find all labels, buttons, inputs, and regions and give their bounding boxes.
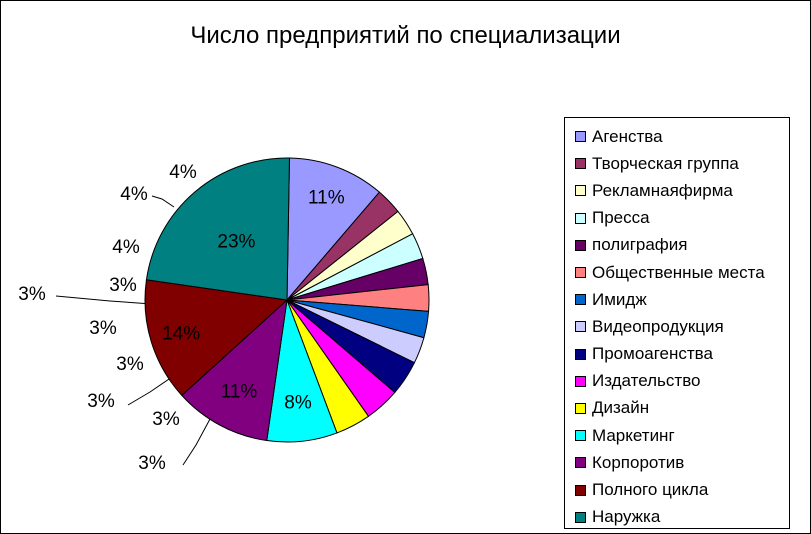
data-label: 23%	[217, 232, 255, 253]
legend-swatch	[575, 131, 586, 143]
pie-slice	[145, 157, 290, 301]
legend-swatch	[575, 402, 586, 414]
leader-line	[55, 295, 153, 305]
legend-item: Творческая группа	[575, 150, 789, 177]
legend-label: Видеопродукция	[592, 316, 724, 336]
data-label: 8%	[284, 393, 312, 414]
data-label: 3%	[138, 453, 166, 474]
legend-item: Наружка	[575, 504, 789, 531]
legend-swatch	[575, 321, 586, 333]
legend-swatch	[575, 267, 586, 279]
data-label: 3%	[152, 409, 180, 430]
legend-label: Корпоротив	[592, 452, 685, 472]
legend-swatch	[575, 375, 586, 387]
legend-swatch	[575, 239, 586, 251]
legend-label: Общественные места	[592, 262, 765, 282]
legend-swatch	[575, 158, 586, 170]
legend-swatch	[575, 511, 586, 523]
legend-label: Наружка	[592, 507, 661, 527]
legend-item: Корпоротив	[575, 449, 789, 476]
legend-label: Имидж	[592, 289, 647, 309]
data-label: 11%	[308, 188, 345, 209]
legend-label: Маркетинг	[592, 425, 675, 445]
legend-label: Промоагенства	[592, 344, 713, 364]
legend-item: Промоагенства	[575, 341, 789, 368]
legend-item: полиграфия	[575, 232, 789, 259]
data-label: 3%	[89, 318, 117, 339]
legend-label: Творческая группа	[592, 153, 739, 173]
pie-slice	[286, 157, 381, 302]
legend-label: Пресса	[592, 208, 650, 228]
data-label: 14%	[162, 323, 200, 344]
legend-label: полиграфия	[592, 235, 688, 255]
legend-label: Рекламнаяфирма	[592, 180, 733, 200]
leader-line	[127, 376, 173, 406]
legend-item: Маркетинг	[575, 422, 789, 449]
legend-item: Дизайн	[575, 395, 789, 422]
legend-label: Агенства	[592, 126, 663, 146]
data-label: 11%	[221, 381, 258, 402]
pie-slice	[181, 298, 288, 442]
data-label: 4%	[169, 162, 197, 183]
legend-item: Общественные места	[575, 259, 789, 286]
chart-title: Число предприятий по специализации	[190, 22, 621, 49]
legend-item: Рекламнаяфирма	[575, 177, 789, 204]
legend-item: Агенства	[575, 123, 789, 150]
legend-item: Полного цикла	[575, 476, 789, 503]
legend-label: Издательство	[592, 371, 701, 391]
legend-item: Имидж	[575, 286, 789, 313]
pie-slice	[144, 279, 289, 397]
legend-swatch	[575, 294, 586, 306]
data-label: 3%	[109, 275, 137, 296]
data-label: 4%	[112, 237, 140, 258]
leader-line	[151, 195, 175, 208]
legend-swatch	[575, 484, 586, 496]
legend-swatch	[575, 185, 586, 197]
data-label: 3%	[116, 354, 144, 375]
leader-line	[182, 418, 211, 466]
legend-swatch	[575, 430, 586, 442]
legend-swatch	[575, 457, 586, 469]
legend-swatch	[575, 212, 586, 224]
legend-item: Пресса	[575, 205, 789, 232]
legend-swatch	[575, 348, 586, 360]
data-label: 4%	[120, 184, 148, 205]
legend-label: Полного цикла	[592, 480, 709, 500]
chart-legend: Агенства Творческая группа Рекламнаяфирма П…	[564, 117, 790, 529]
data-label: 3%	[18, 284, 46, 305]
legend-label: Дизайн	[592, 398, 650, 418]
legend-item: Видеопродукция	[575, 313, 789, 340]
legend-item: Издательство	[575, 368, 789, 395]
data-label: 3%	[87, 391, 115, 412]
